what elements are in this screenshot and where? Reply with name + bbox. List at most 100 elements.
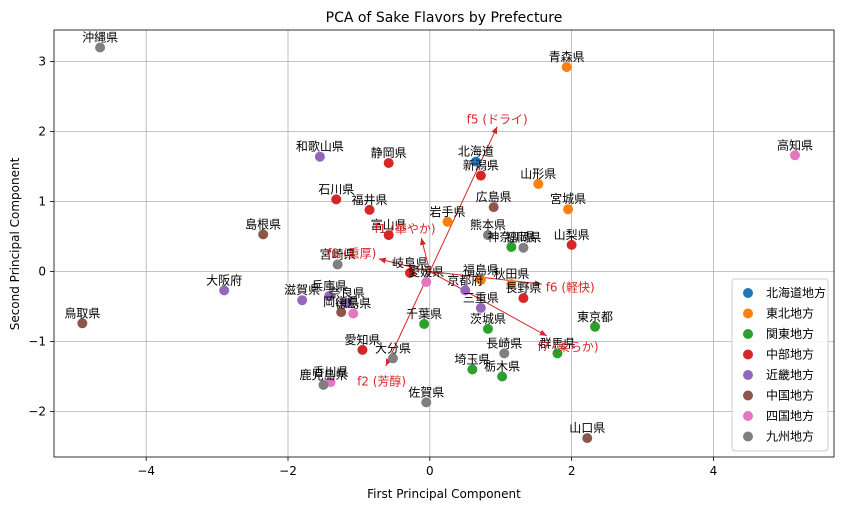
scatter-point: [582, 433, 593, 444]
point-label: 大阪府: [206, 272, 242, 287]
scatter-point: [348, 308, 359, 319]
vector-line: [429, 126, 498, 272]
point-label: 青森県: [549, 49, 585, 64]
point-label: 広島県: [476, 189, 512, 204]
legend-entry: 北海道地方: [766, 285, 826, 300]
point-label: 福岡県: [505, 230, 541, 245]
point-label: 石川県: [318, 182, 354, 196]
scatter-point: [364, 204, 375, 215]
point-label: 福井県: [352, 192, 388, 207]
scatter-point: [383, 158, 394, 168]
point-label: 島根県: [245, 216, 281, 231]
point-label: 愛知県: [344, 333, 380, 347]
scatter-point: [497, 371, 508, 382]
scatter-point: [331, 194, 342, 205]
point-label: 高知県: [777, 137, 813, 152]
legend-entry: 中国地方: [766, 388, 814, 403]
vector-label: f5 (ドライ): [467, 113, 528, 127]
point-label: 京都府: [447, 272, 483, 287]
point-label: 佐賀県: [408, 385, 444, 399]
legend-entry: 東北地方: [766, 306, 814, 321]
y-tick-label: 2: [38, 125, 46, 139]
point-label: 愛媛県: [408, 265, 444, 279]
axis-ticks: −4 −2 0 2 4 −2 −1 0 1 2 3: [28, 55, 717, 479]
legend-marker: [743, 431, 753, 442]
legend-marker: [743, 329, 753, 339]
point-label: 鳥取県: [64, 305, 100, 320]
point-label: 新潟県: [463, 158, 499, 173]
scatter-point: [518, 242, 529, 253]
vector-label: f6 (軽快): [546, 281, 595, 295]
scatter-point: [258, 229, 269, 240]
scatter-point: [506, 242, 517, 252]
plot-frame: [53, 29, 835, 458]
scatter-point: [475, 170, 486, 181]
legend-entry: 四国地方: [766, 408, 814, 423]
y-tick-label: −1: [28, 335, 46, 349]
vector-arrowhead: [534, 280, 542, 287]
y-tick-label: 0: [38, 265, 46, 279]
point-label: 静岡県: [371, 146, 407, 160]
scatter-point: [314, 151, 325, 162]
vector-label: f7 (柔らか): [538, 340, 599, 354]
scatter-point: [421, 277, 432, 287]
scatter-point: [387, 353, 398, 364]
point-label: 和歌山県: [296, 139, 344, 154]
scatter-point: [341, 298, 352, 308]
vector-arrowhead: [539, 329, 547, 336]
scatter-point: [383, 230, 394, 241]
scatter-point: [482, 230, 493, 241]
point-label: 滋賀県: [284, 283, 320, 297]
point-label: 沖縄県: [82, 30, 118, 45]
legend-box: [731, 278, 829, 452]
scatter-point: [470, 156, 481, 167]
legend-marker: [743, 308, 753, 319]
vector-line: [429, 271, 548, 337]
scatter-point: [590, 321, 601, 332]
scatter-point: [336, 307, 347, 318]
point-label: 山口県: [569, 421, 605, 435]
scatter-point: [404, 267, 415, 278]
scatter-point: [419, 319, 430, 329]
scatter-point: [460, 285, 471, 296]
point-label: 千葉県: [406, 307, 442, 321]
legend-marker: [743, 349, 753, 360]
point-label: 香川県: [313, 365, 349, 379]
point-label: 奈良県: [329, 285, 365, 300]
y-tick-label: 1: [38, 195, 46, 209]
point-label: 長野県: [505, 281, 541, 295]
scatter-point: [77, 318, 88, 329]
scatter-point: [318, 379, 329, 390]
scatter-point: [563, 204, 574, 215]
point-label: 秋田県: [493, 267, 529, 281]
point-label: 茨城県: [470, 312, 506, 326]
vector-label: f1 (華やか): [374, 222, 435, 236]
point-label: 兵庫県: [311, 279, 347, 293]
data-points: [77, 42, 800, 444]
vector-label: f8 (重厚): [327, 246, 376, 260]
legend-marker: [743, 390, 753, 401]
vector-arrowhead: [378, 257, 387, 264]
scatter-point: [475, 302, 486, 313]
point-label: 山梨県: [554, 228, 590, 242]
scatter-point: [518, 293, 529, 304]
point-label: 熊本県: [470, 217, 506, 232]
legend-entry: 近畿地方: [766, 367, 814, 382]
y-tick-label: −2: [28, 405, 46, 419]
point-label: 埼玉県: [454, 353, 490, 367]
point-label: 山形県: [520, 167, 556, 181]
vector-line: [385, 271, 431, 367]
scatter-point: [475, 274, 486, 285]
x-axis-label: First Principal Component: [367, 487, 521, 501]
x-tick-label: −2: [279, 464, 297, 478]
scatter-point: [552, 348, 563, 359]
point-label: 東京都: [577, 310, 613, 324]
vector-label: f2 (芳醇): [357, 373, 406, 388]
vector-line: [429, 271, 542, 285]
vector-labels: f5 (ドライ) f1 (華やか) f8 (重厚) f6 (軽快) f7 (柔らか) f2…: [327, 113, 598, 389]
point-label: 神奈川県: [487, 230, 535, 244]
scatter-point: [482, 323, 493, 334]
chart-title: PCA of Sake Flavors by Prefecture: [326, 10, 563, 26]
legend-entry: 九州地方: [766, 429, 814, 444]
legend-marker: [743, 288, 753, 298]
